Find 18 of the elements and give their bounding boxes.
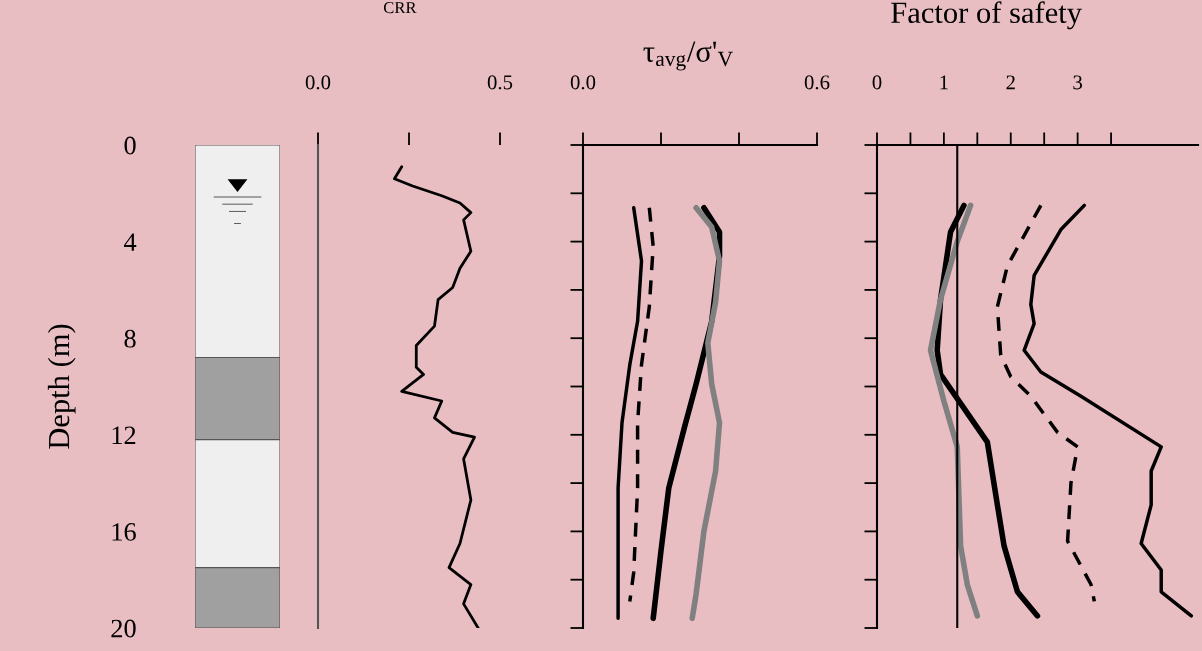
x-tick-label: 0 xyxy=(872,75,882,90)
x-tick-label: 0.0 xyxy=(305,75,331,90)
y-tick-label: 8 xyxy=(124,329,136,348)
y-tick-label: 0 xyxy=(124,136,136,155)
chart-title: CRR xyxy=(383,2,417,14)
chart-title: τ$_{avg}$/σ'$_{V}$ xyxy=(643,41,733,71)
x-tick-label: 0.6 xyxy=(804,75,830,90)
x-tick-label: 2 xyxy=(1006,75,1015,90)
x-tick-label: 0.0 xyxy=(570,75,596,90)
x-tick-label: 1 xyxy=(940,75,948,90)
chart-title: Factor of safety xyxy=(891,1,1082,30)
y-tick-label: 20 xyxy=(111,619,136,638)
x-tick-label: 0.5 xyxy=(487,75,513,90)
y-tick-label: 12 xyxy=(112,426,136,444)
y-tick-label: 16 xyxy=(112,523,136,541)
x-tick-label: 3 xyxy=(1073,75,1083,90)
y-tick-label: 4 xyxy=(123,233,137,251)
y-axis-title: Depth (m) xyxy=(47,324,76,449)
